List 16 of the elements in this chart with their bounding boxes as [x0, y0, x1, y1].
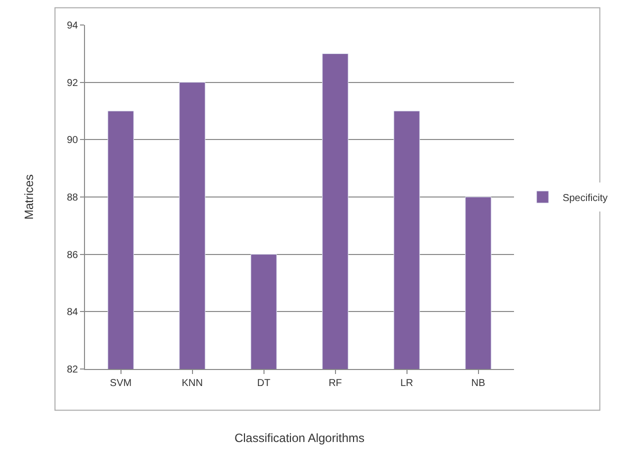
- y-tick-label: 94: [66, 20, 78, 32]
- x-tick-label: DT: [257, 378, 270, 389]
- x-tick-label: KNN: [182, 378, 203, 389]
- x-tick-label: LR: [400, 378, 414, 389]
- x-tick-label: SVM: [110, 378, 132, 389]
- legend-label: Specificity: [562, 192, 608, 204]
- y-tick-label: 88: [66, 192, 78, 204]
- x-axis-title: Classification Algorithms: [234, 430, 365, 445]
- y-tick-label: 86: [66, 250, 78, 261]
- y-tick-label: 92: [66, 78, 78, 89]
- y-axis-title: Matrices: [22, 174, 36, 220]
- x-tick-label: RF: [328, 378, 342, 389]
- y-tick-label: 84: [66, 307, 78, 318]
- y-tick-label: 90: [66, 135, 78, 146]
- y-tick-label: 82: [66, 364, 78, 376]
- x-tick-label: NB: [471, 378, 486, 389]
